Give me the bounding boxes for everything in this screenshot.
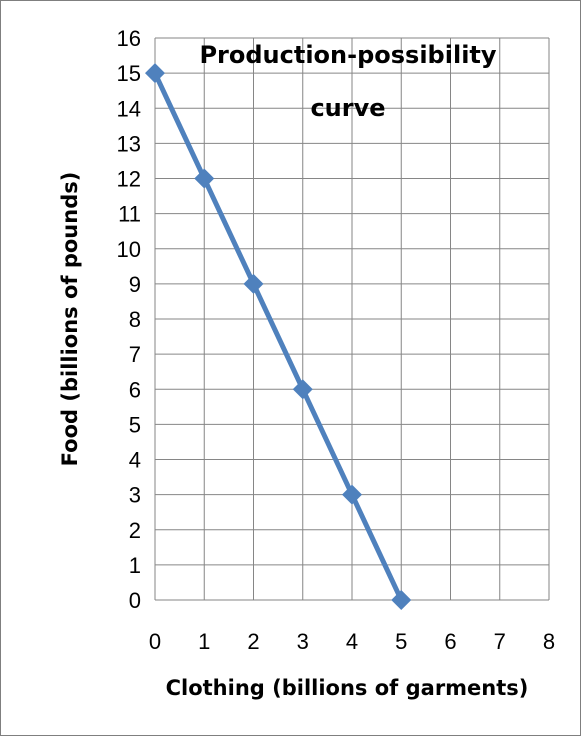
y-tick-label: 14 — [117, 96, 141, 121]
y-tick-label: 16 — [117, 26, 141, 51]
y-tick-label: 1 — [129, 553, 141, 578]
y-tick-label: 12 — [117, 167, 141, 192]
y-tick-label: 10 — [117, 237, 141, 262]
data-point-marker — [194, 168, 215, 189]
y-tick-label: 15 — [117, 61, 141, 86]
series-line — [152, 72, 404, 602]
y-tick-label: 5 — [129, 412, 141, 437]
y-tick-label: 7 — [129, 342, 141, 367]
x-axis-title: Clothing (billions of garments) — [166, 676, 529, 700]
x-tick-label: 8 — [543, 629, 555, 654]
y-tick-label: 13 — [117, 131, 141, 156]
chart-title-line-2: curve — [310, 94, 385, 122]
y-tick-label: 3 — [129, 483, 141, 508]
y-tick-label: 11 — [118, 202, 141, 227]
data-point-marker — [292, 379, 313, 400]
x-tick-label: 0 — [149, 629, 161, 654]
x-tick-label: 4 — [346, 629, 358, 654]
y-tick-label: 6 — [129, 377, 141, 402]
y-tick-label: 9 — [129, 272, 141, 297]
y-tick-label: 4 — [129, 448, 141, 473]
data-point-marker — [145, 63, 165, 84]
x-tick-label: 6 — [444, 629, 456, 654]
chart-title-line-1: Production-possibility — [199, 41, 496, 69]
y-axis-title: Food (billions of pounds) — [58, 172, 82, 467]
series-layer — [145, 63, 412, 610]
data-point-marker — [243, 273, 264, 294]
x-tick-label: 1 — [198, 629, 210, 654]
data-point-marker — [342, 484, 362, 505]
x-tick-label: 3 — [297, 629, 309, 654]
data-point-marker — [391, 590, 412, 610]
y-tick-label: 2 — [129, 518, 141, 543]
y-tick-label: 8 — [129, 307, 141, 332]
x-tick-label: 5 — [395, 629, 407, 654]
x-tick-label: 2 — [247, 629, 259, 654]
x-tick-labels: 0 1 2 3 4 5 6 7 8 — [149, 629, 555, 654]
y-tick-label: 0 — [129, 588, 141, 613]
grid — [154, 37, 550, 601]
x-tick-label: 7 — [494, 629, 506, 654]
